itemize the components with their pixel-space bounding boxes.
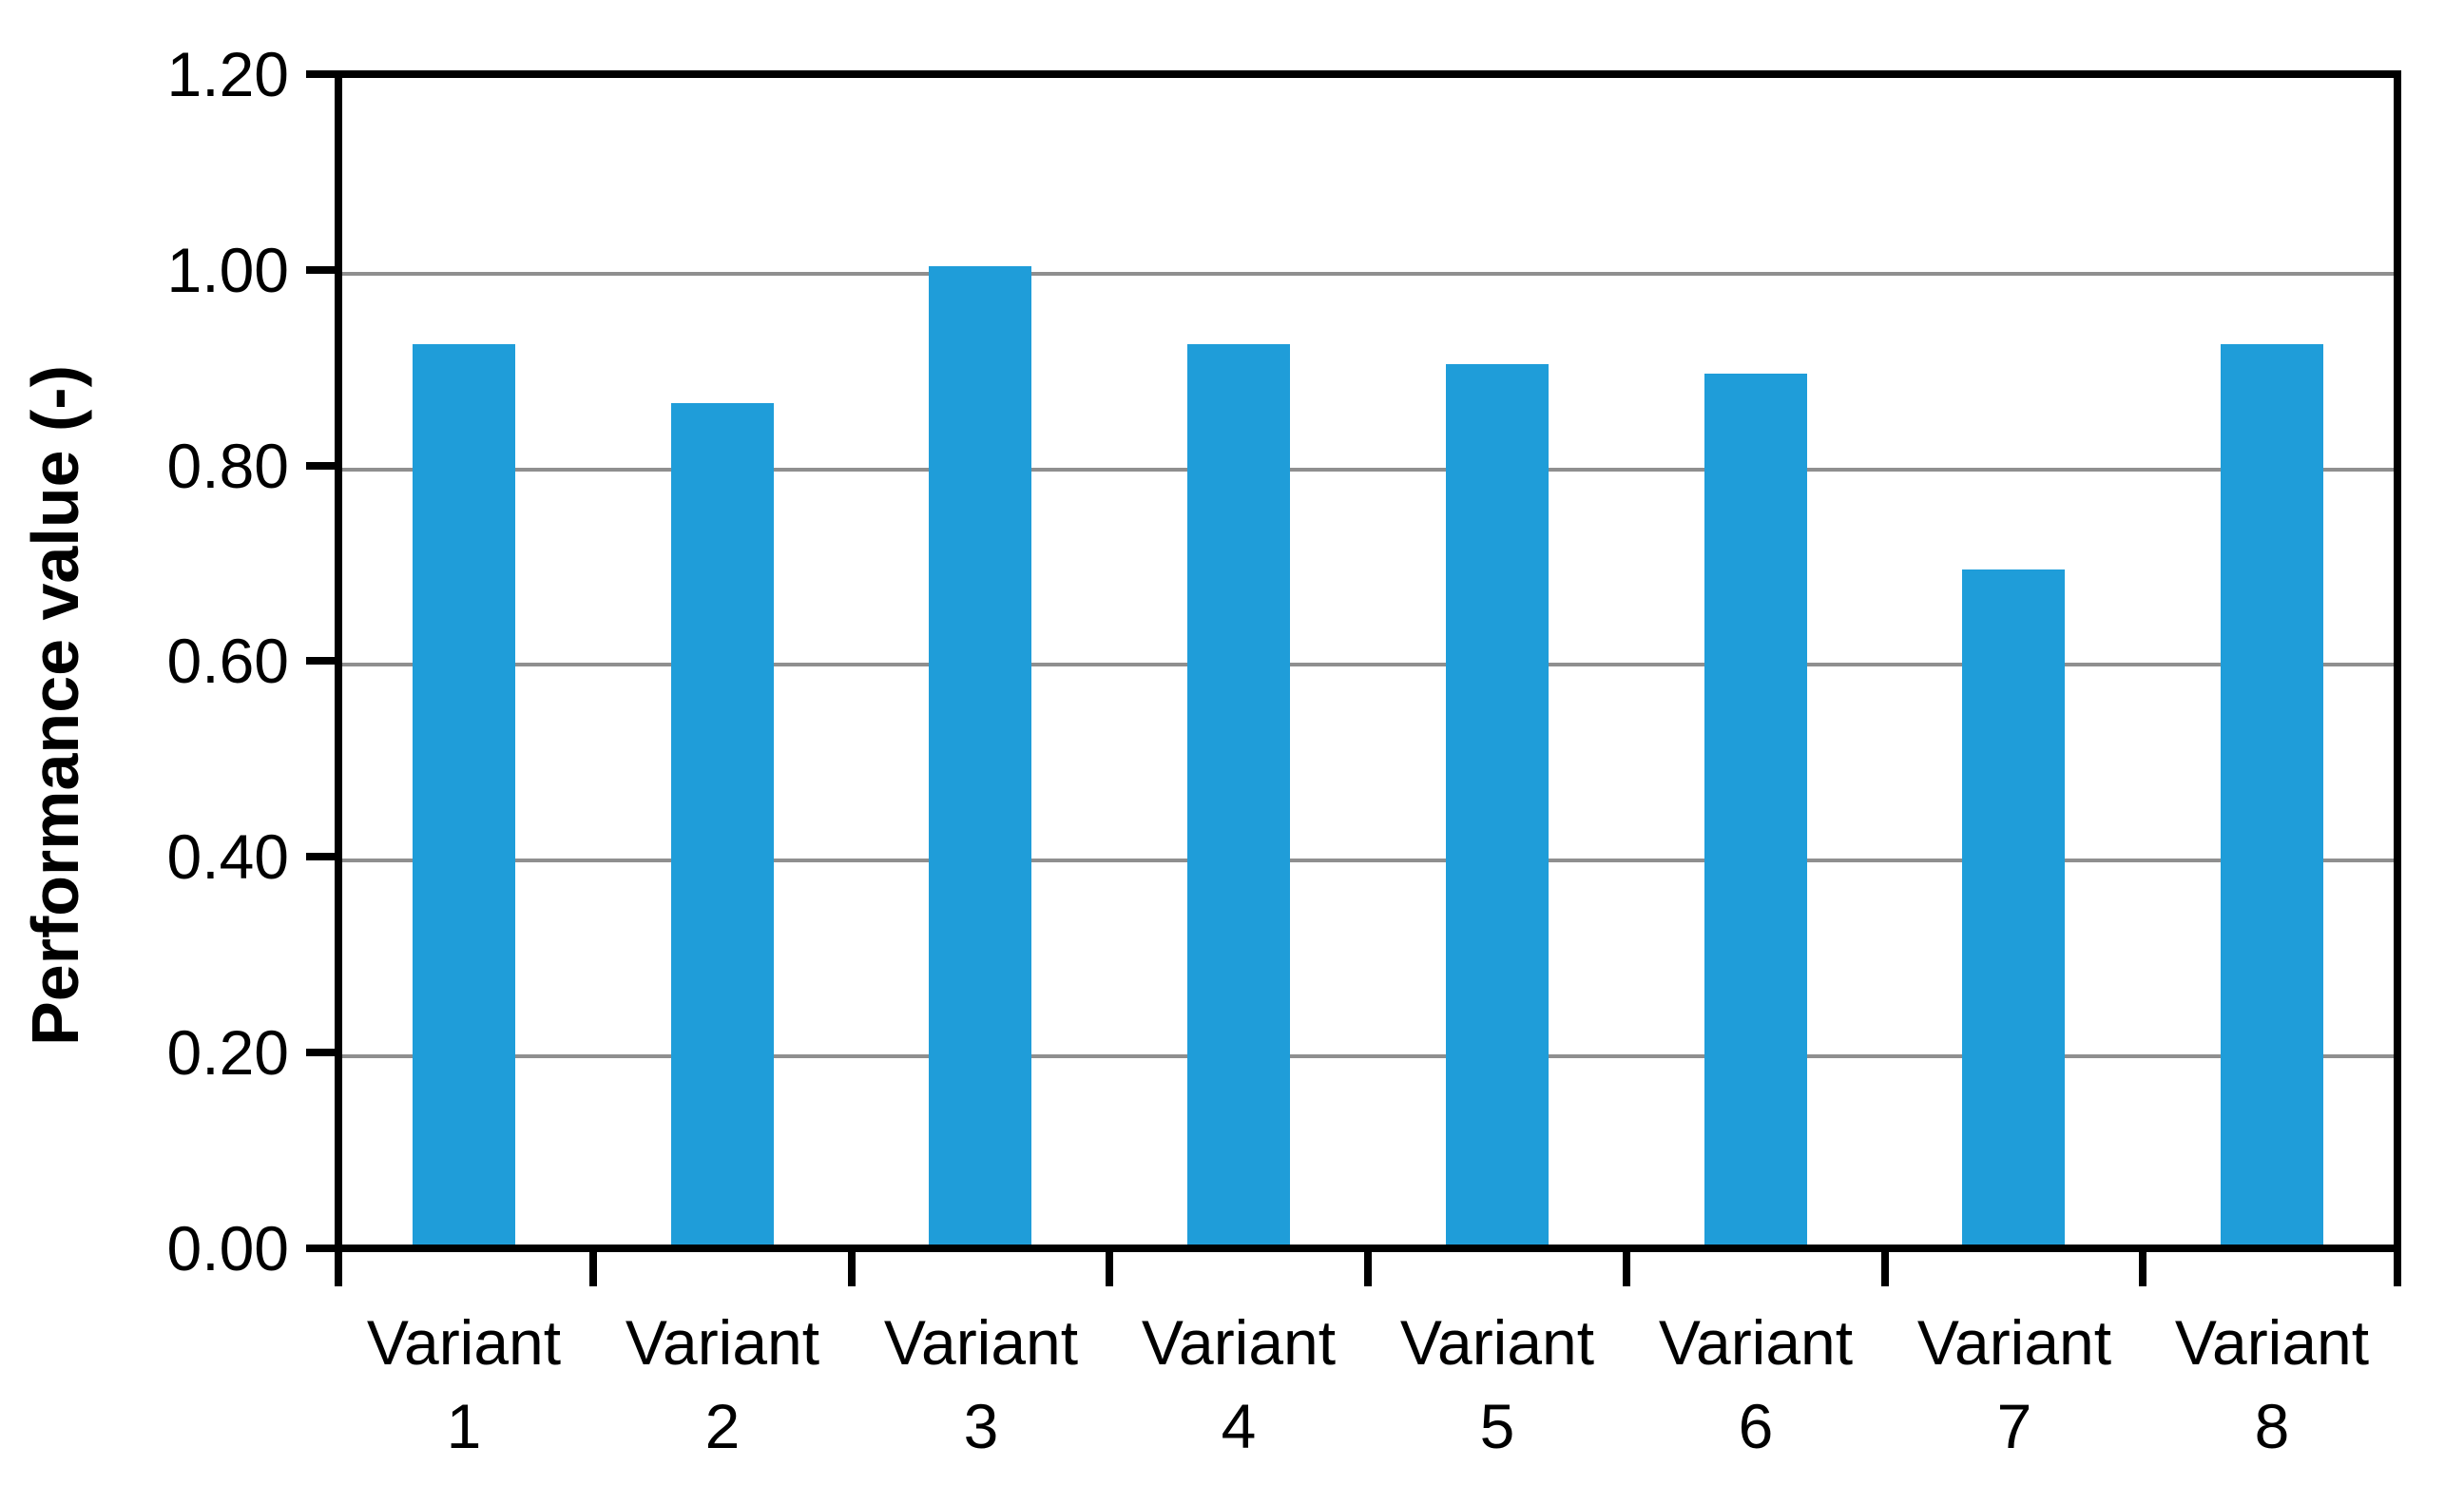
x-category-label-4: Variant 4 [1141, 1307, 1337, 1461]
y-tick-0.00 [306, 1245, 335, 1252]
y-tick-0.80 [306, 462, 335, 470]
bar-variant-1 [413, 344, 515, 1245]
y-tick-label-1.20: 1.20 [166, 39, 289, 109]
plot-area [335, 70, 2401, 1252]
x-tick-5 [1623, 1252, 1630, 1286]
x-category-label-8: Variant 8 [2174, 1307, 2370, 1461]
bar-variant-7 [1962, 569, 2065, 1245]
bar-variant-2 [671, 403, 774, 1245]
y-tick-label-0.40: 0.40 [166, 821, 289, 892]
x-tick-1 [589, 1252, 597, 1286]
bar-variant-8 [2221, 344, 2323, 1245]
x-tick-6 [1881, 1252, 1889, 1286]
y-tick-label-0.80: 0.80 [166, 431, 289, 501]
y-tick-0.20 [306, 1049, 335, 1056]
y-tick-1.00 [306, 266, 335, 274]
x-tick-0 [335, 1252, 342, 1286]
y-tick-0.40 [306, 853, 335, 860]
x-category-label-1: Variant 1 [366, 1307, 562, 1461]
x-category-label-3: Variant 3 [883, 1307, 1079, 1461]
y-tick-label-1.00: 1.00 [166, 235, 289, 305]
gridline-1.00 [342, 272, 2394, 276]
x-tick-2 [848, 1252, 856, 1286]
x-category-label-6: Variant 6 [1658, 1307, 1854, 1461]
x-category-label-5: Variant 5 [1399, 1307, 1595, 1461]
x-tick-4 [1364, 1252, 1372, 1286]
gridline-0.80 [342, 468, 2394, 472]
bar-variant-3 [929, 266, 1031, 1245]
y-tick-label-0.20: 0.20 [166, 1017, 289, 1088]
x-tick-8 [2394, 1252, 2401, 1286]
bar-variant-5 [1446, 364, 1549, 1245]
bar-variant-4 [1187, 344, 1290, 1245]
gridline-0.40 [342, 859, 2394, 862]
y-tick-0.60 [306, 657, 335, 665]
y-tick-1.20 [306, 70, 335, 78]
x-category-label-2: Variant 2 [625, 1307, 820, 1461]
x-tick-7 [2139, 1252, 2146, 1286]
bar-variant-6 [1704, 374, 1807, 1245]
x-tick-3 [1106, 1252, 1113, 1286]
y-tick-label-0.60: 0.60 [166, 626, 289, 696]
x-category-label-7: Variant 7 [1916, 1307, 2112, 1461]
gridline-0.60 [342, 663, 2394, 666]
y-tick-label-0.00: 0.00 [166, 1213, 289, 1283]
gridline-0.20 [342, 1054, 2394, 1058]
